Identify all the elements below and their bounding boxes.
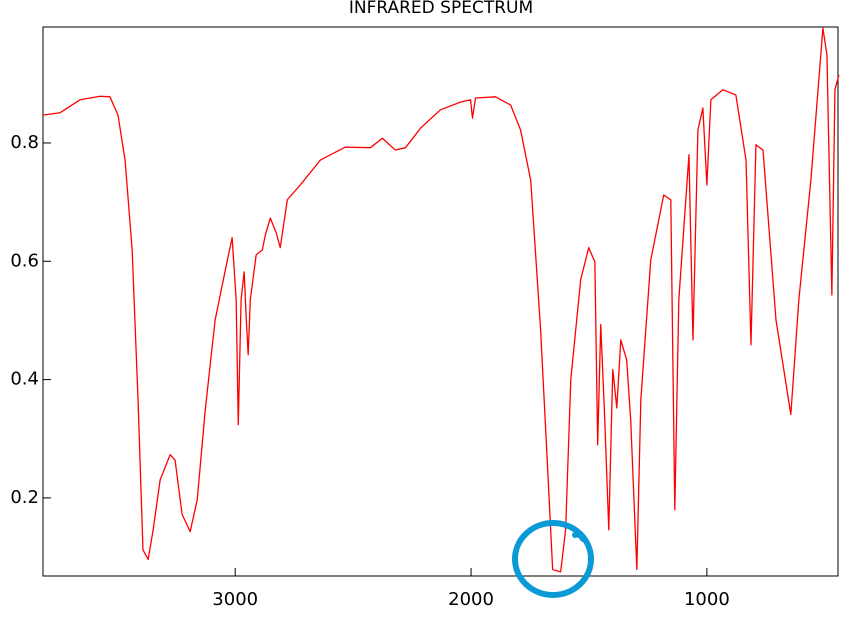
x-tick-label: 2000 xyxy=(448,589,494,610)
plot-frame xyxy=(42,26,839,577)
plot-area xyxy=(42,27,840,573)
x-tick-label: 3000 xyxy=(212,589,258,610)
y-tick-label: 0.6 xyxy=(10,250,39,271)
spectrum-line xyxy=(42,27,840,573)
y-tick-label: 0.4 xyxy=(10,369,39,390)
circle-annotation-tail xyxy=(572,531,586,542)
circle-annotation xyxy=(512,520,594,598)
x-tick-label: 1000 xyxy=(684,589,730,610)
y-tick-label: 0.8 xyxy=(10,132,39,153)
y-tick-label: 0.2 xyxy=(10,487,39,508)
chart-title: INFRARED SPECTRUM xyxy=(349,0,533,18)
